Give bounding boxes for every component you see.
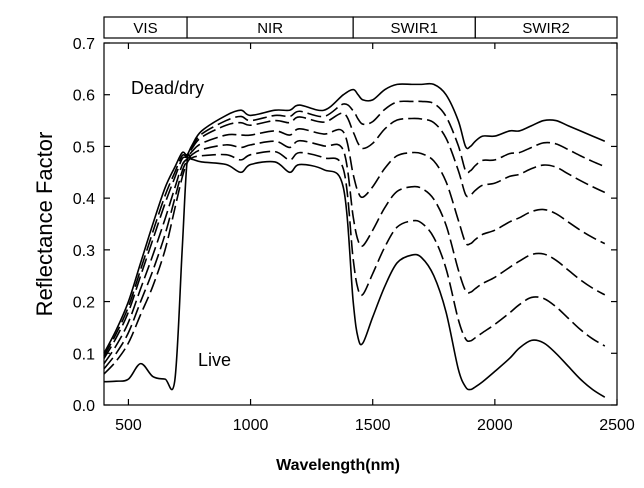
x-tick-label-500: 500	[115, 417, 142, 434]
x-tick-label-2500: 2500	[599, 417, 635, 434]
band-header: VIS NIR SWIR1 SWIR2	[103, 16, 618, 39]
y-axis-label: Reflectance Factor	[32, 132, 57, 317]
y-tick-label-2: 0.2	[73, 295, 95, 312]
y-tick-label-3: 0.3	[73, 243, 95, 260]
y-tick-label-5: 0.5	[73, 139, 95, 156]
series-line-mix-2	[103, 139, 606, 370]
y-tick-label-1: 0.1	[73, 346, 95, 363]
x-axis-label: Wavelength(nm)	[276, 457, 400, 474]
series-line-mix-1	[103, 150, 606, 375]
series-line-live	[103, 153, 606, 398]
series-line-mix-4	[103, 112, 606, 359]
x-tick-label-2000: 2000	[477, 417, 513, 434]
series-line-mix-3	[103, 128, 606, 365]
band-label-nir: NIR	[257, 20, 283, 37]
band-box-swir2	[474, 16, 618, 39]
annotation-dead-dry: Dead/dry	[131, 78, 204, 98]
band-label-vis: VIS	[133, 20, 157, 37]
axis-ticks: 500 1000 1500 2000 2500 0.0 0.1 0.2 0.3 0.4 0.5 0.6…	[73, 36, 635, 434]
band-label-swir2: SWIR2	[522, 20, 570, 37]
plot-frame	[103, 42, 618, 406]
y-tick-label-4: 0.4	[73, 191, 95, 208]
series-line-dead-dry	[103, 82, 606, 354]
band-label-swir1: SWIR1	[390, 20, 438, 37]
series-lines	[103, 82, 606, 398]
x-tick-label-1000: 1000	[233, 417, 269, 434]
y-tick-label-7: 0.7	[73, 36, 95, 53]
series-line-mix-5	[103, 100, 606, 357]
y-tick-label-0: 0.0	[73, 398, 95, 415]
annotation-live: Live	[198, 350, 231, 370]
y-tick-label-6: 0.6	[73, 88, 95, 105]
x-tick-label-1500: 1500	[355, 417, 391, 434]
